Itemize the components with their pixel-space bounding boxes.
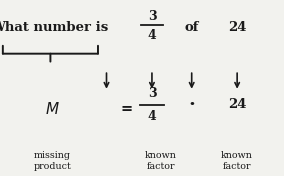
Text: ·: · [188,96,195,114]
Text: 24: 24 [228,98,247,111]
Text: 4: 4 [148,29,156,42]
Text: of: of [185,21,199,34]
Text: known
factor: known factor [221,151,253,171]
Text: $\mathit{M}$: $\mathit{M}$ [45,101,60,117]
Text: What number is: What number is [0,21,109,34]
Text: 24: 24 [228,21,247,34]
Text: =: = [120,102,132,116]
Text: 3: 3 [148,87,156,100]
Text: missing
product: missing product [34,151,71,171]
Text: 3: 3 [148,10,156,23]
Text: 4: 4 [148,110,156,123]
Text: known
factor: known factor [145,151,176,171]
